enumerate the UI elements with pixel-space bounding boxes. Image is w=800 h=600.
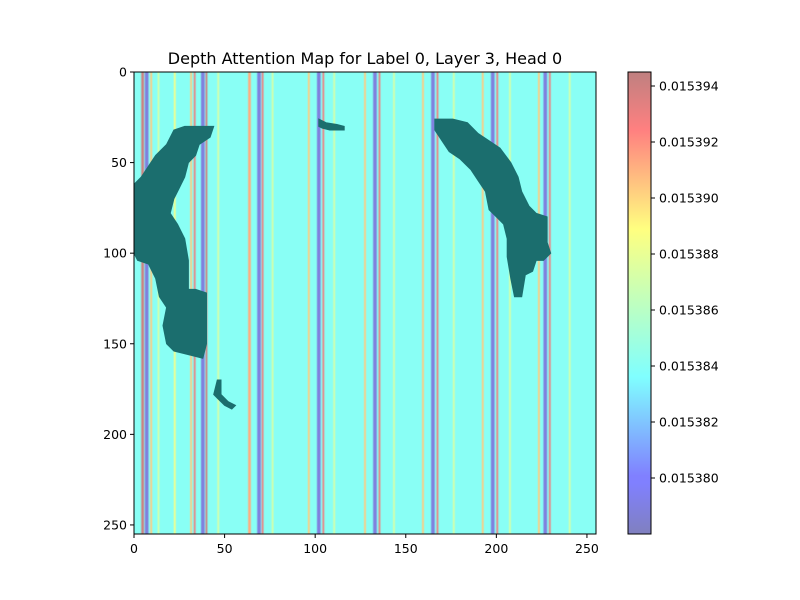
- heatmap-stripe: [322, 72, 325, 534]
- heatmap-stripe: [452, 72, 455, 534]
- overlay-right-arc: [434, 118, 552, 298]
- heatmap-stripe: [538, 72, 540, 534]
- heatmap-stripe: [422, 72, 424, 534]
- x-tick-label: 150: [394, 541, 418, 556]
- heatmap-plot: [134, 72, 596, 534]
- heatmap-stripe: [509, 72, 511, 534]
- heatmap-stripe: [157, 72, 160, 534]
- heatmap-stripe: [333, 72, 336, 534]
- y-tick-label: 100: [103, 246, 127, 261]
- overlay-small-fleck-bottom: [213, 379, 237, 410]
- colorbar-tick-label: 0.015390: [659, 191, 719, 206]
- colorbar-gradient: [628, 72, 651, 534]
- heatmap-stripe: [271, 72, 274, 534]
- heatmap-stripe: [364, 72, 366, 534]
- heatmap-stripe: [393, 72, 395, 534]
- heatmap-stripe: [248, 72, 251, 534]
- y-tick-label: 50: [111, 155, 127, 170]
- heatmap-stripe: [141, 72, 144, 534]
- colorbar-tick-label: 0.015392: [659, 135, 719, 150]
- heatmap-stripe: [257, 72, 261, 534]
- heatmap-stripe: [307, 72, 310, 534]
- overlay-regions: [134, 118, 552, 410]
- plot-frame: [133, 71, 597, 535]
- y-tick-label: 200: [103, 427, 127, 442]
- y-axis: 0 50 100 150 200 250: [103, 65, 134, 532]
- heatmap-stripe: [490, 72, 495, 534]
- x-axis: 0 50 100 150 200 250: [130, 534, 599, 556]
- x-tick-label: 50: [217, 541, 233, 556]
- y-tick-label: 150: [103, 336, 127, 351]
- colorbar-ticks: 0.015380 0.015382 0.015384 0.015386 0.015388…: [651, 79, 719, 486]
- x-tick-label: 100: [303, 541, 327, 556]
- colorbar-tick-label: 0.015386: [659, 303, 719, 318]
- heatmap-stripe: [568, 72, 571, 534]
- colorbar-frame: [627, 71, 652, 535]
- x-tick-label: 250: [575, 541, 599, 556]
- overlay-small-fleck-top: [318, 118, 345, 131]
- heatmap-stripe: [496, 72, 499, 534]
- colorbar: 0.015380 0.015382 0.015384 0.015386 0.015388…: [627, 71, 719, 535]
- colorbar-tick-label: 0.015382: [659, 415, 719, 430]
- colorbar-tick-label: 0.015394: [659, 79, 719, 94]
- heatmap-stripe: [261, 72, 264, 534]
- heatmap-stripe: [543, 72, 548, 534]
- heatmap-stripe: [481, 72, 484, 534]
- chart-title: Depth Attention Map for Label 0, Layer 3…: [168, 49, 562, 68]
- heatmap-stripe: [436, 72, 439, 534]
- y-tick-label: 0: [119, 65, 127, 80]
- heatmap-stripe: [548, 72, 551, 534]
- heatmap-stripe: [373, 72, 377, 534]
- x-tick-label: 200: [484, 541, 508, 556]
- heatmap-stripe: [144, 72, 149, 534]
- heatmap-stripe: [431, 72, 435, 534]
- x-tick-label: 0: [130, 541, 138, 556]
- heatmap-stripe: [217, 72, 220, 534]
- heatmap-stripe: [378, 72, 381, 534]
- colorbar-tick-label: 0.015380: [659, 471, 719, 486]
- heatmap-stripe: [316, 72, 321, 534]
- heatmap-stripe: [150, 72, 153, 534]
- y-tick-label: 250: [103, 517, 127, 532]
- colorbar-tick-label: 0.015388: [659, 247, 719, 262]
- colorbar-tick-label: 0.015384: [659, 359, 719, 374]
- overlay-left-arc: [134, 125, 215, 359]
